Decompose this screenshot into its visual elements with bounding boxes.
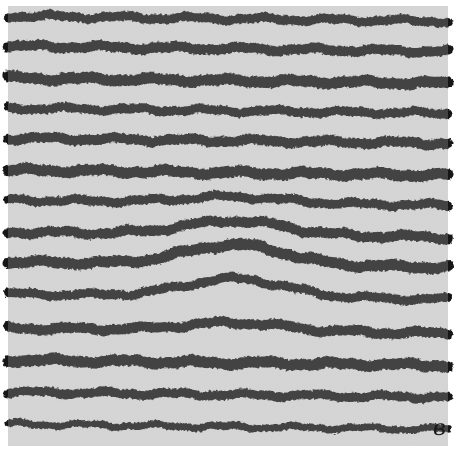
panel-label: в (433, 416, 446, 441)
photo-grain (8, 6, 448, 446)
